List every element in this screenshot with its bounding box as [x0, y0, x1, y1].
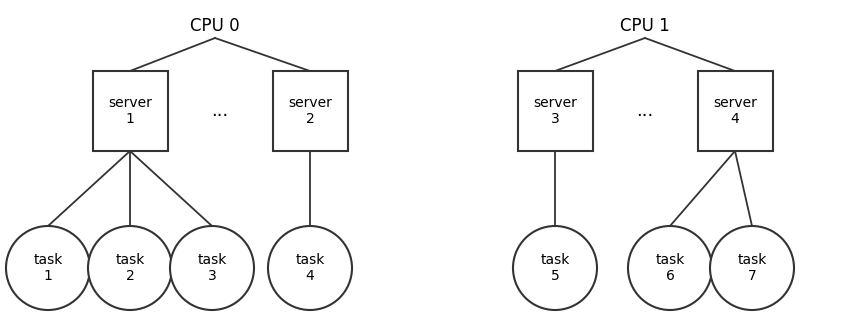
Text: server
1: server 1	[108, 96, 152, 126]
Text: server
2: server 2	[288, 96, 332, 126]
Text: task
5: task 5	[541, 253, 570, 283]
Text: task
3: task 3	[197, 253, 227, 283]
FancyBboxPatch shape	[93, 71, 167, 151]
Text: task
1: task 1	[33, 253, 63, 283]
Circle shape	[513, 226, 597, 310]
FancyBboxPatch shape	[517, 71, 593, 151]
Text: ...: ...	[637, 102, 654, 120]
Text: task
6: task 6	[656, 253, 685, 283]
Text: CPU 1: CPU 1	[620, 17, 670, 35]
Text: ...: ...	[211, 102, 228, 120]
Circle shape	[170, 226, 254, 310]
Text: server
3: server 3	[533, 96, 577, 126]
Text: server
4: server 4	[713, 96, 757, 126]
Text: CPU 0: CPU 0	[190, 17, 240, 35]
Circle shape	[710, 226, 794, 310]
Text: task
7: task 7	[737, 253, 767, 283]
Circle shape	[268, 226, 352, 310]
FancyBboxPatch shape	[698, 71, 772, 151]
Circle shape	[88, 226, 172, 310]
Text: task
2: task 2	[115, 253, 145, 283]
Circle shape	[6, 226, 90, 310]
Circle shape	[628, 226, 712, 310]
Text: task
4: task 4	[295, 253, 324, 283]
FancyBboxPatch shape	[273, 71, 347, 151]
